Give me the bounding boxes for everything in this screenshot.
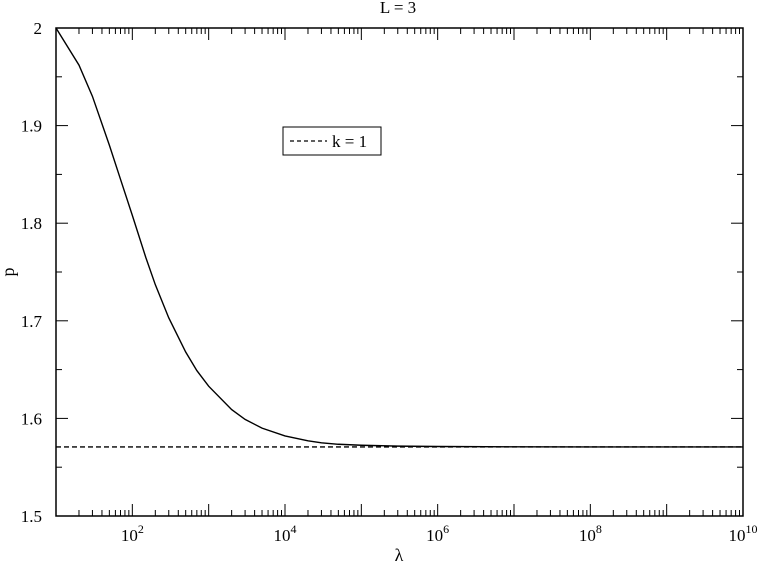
- y-axis-title: p: [0, 268, 18, 277]
- x-tick-label: 108: [579, 522, 602, 545]
- x-tick-label: 1010: [729, 522, 758, 545]
- x-tick-label: 104: [274, 522, 297, 545]
- y-tick-label: 2: [34, 19, 43, 38]
- y-tick-label: 1.9: [21, 117, 42, 136]
- plot-frame: [55, 27, 744, 517]
- y-tick-label: 1.5: [21, 507, 42, 526]
- x-axis-title: λ: [395, 545, 404, 565]
- plot-area: 102 104 106 108 1010 1.5 1.6 1.7 1.8 1.9 2: [21, 19, 758, 545]
- y-tick-label: 1.6: [21, 409, 42, 428]
- legend-box: [282, 126, 382, 156]
- series-solid-curve: [55, 27, 743, 448]
- legend-label: k = 1: [332, 132, 367, 151]
- chart-title: L = 3: [380, 0, 416, 17]
- x-tick-label: 102: [121, 522, 144, 545]
- y-tick-label: 1.7: [21, 312, 43, 331]
- y-tick-label: 1.8: [21, 214, 42, 233]
- legend: k = 1: [282, 126, 382, 156]
- x-tick-label: 106: [426, 522, 449, 545]
